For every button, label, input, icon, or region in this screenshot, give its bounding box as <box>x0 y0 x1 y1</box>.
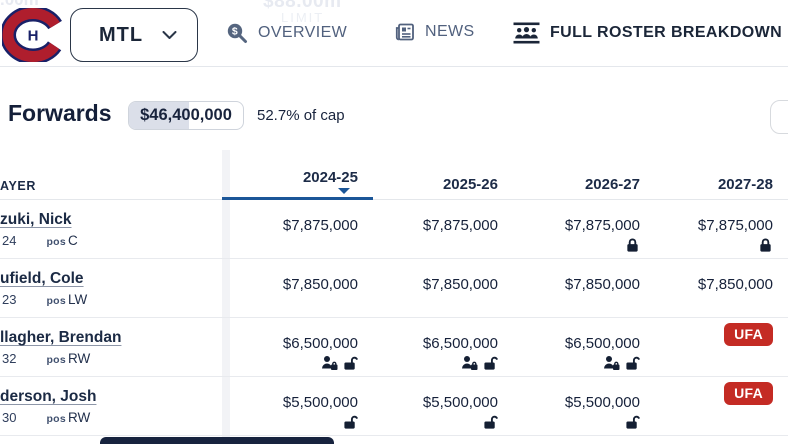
no-trade-clause-icon[interactable] <box>321 355 338 371</box>
lock-closed-icon[interactable] <box>758 237 773 253</box>
player-cell: derson, Josh 30 pos RW <box>0 377 222 435</box>
pos-label: pos <box>46 413 67 425</box>
player-age: 23 <box>2 292 17 307</box>
lock-open-icon[interactable] <box>343 355 358 371</box>
salary-cell: $7,875,000 <box>513 200 655 258</box>
player-age: 24 <box>2 233 17 248</box>
no-trade-clause-icon[interactable] <box>603 355 620 371</box>
no-trade-clause-icon[interactable] <box>461 355 478 371</box>
salary-cell: UFA <box>655 318 788 376</box>
cap-total-value: $46,400,000 <box>140 106 232 124</box>
faded-cap-fragment: .00m <box>0 0 39 10</box>
season-header-2025-26[interactable]: 2025-26 <box>373 150 513 200</box>
table-header-row: AYER 2024-25 2025-26 2026-27 2027-28 <box>0 150 788 200</box>
roster-people-icon <box>513 22 540 44</box>
player-meta: 32 pos RW <box>0 351 222 366</box>
player-cell: zuki, Nick 24 pos C <box>0 200 222 258</box>
nav-roster-label: FULL ROSTER BREAKDOWN <box>550 24 783 41</box>
lock-open-icon[interactable] <box>625 355 640 371</box>
lock-open-icon[interactable] <box>483 355 498 371</box>
table-row: ufield, Cole 23 pos LW $7,850,000 $7,850… <box>0 259 788 318</box>
player-position: LW <box>68 292 88 307</box>
lock-closed-icon[interactable] <box>625 237 640 253</box>
column-divider-band <box>222 150 230 444</box>
player-position: RW <box>68 410 91 425</box>
section-title: Forwards <box>8 100 112 126</box>
partial-edge-button[interactable] <box>770 100 788 134</box>
player-name-link[interactable]: llagher, Brendan <box>0 329 122 346</box>
faded-limit-label: LIMIT <box>281 10 325 25</box>
cap-percentage-text: 52.7% of cap <box>257 107 345 124</box>
salary-cell: UFA <box>655 377 788 435</box>
nav-full-roster-breakdown[interactable]: FULL ROSTER BREAKDOWN <box>513 22 782 44</box>
salary-cell: $5,500,000 <box>513 377 655 435</box>
salary-cell: $6,500,000 <box>513 318 655 376</box>
player-position: C <box>68 233 78 248</box>
pos-label: pos <box>46 295 67 307</box>
salary-cell: $7,850,000 <box>697 276 773 293</box>
top-nav: H MTL $ OVERVIEW N <box>0 0 788 67</box>
ufa-status-badge: UFA <box>724 323 773 346</box>
nav-overview-label: OVERVIEW <box>258 24 348 41</box>
player-cell: llagher, Brendan 32 pos RW <box>0 318 222 376</box>
salary-cell: $7,850,000 <box>564 276 640 293</box>
next-section-pill-top <box>100 437 334 444</box>
forwards-cap-total-input[interactable]: $46,400,000 <box>128 101 244 130</box>
ufa-status-badge: UFA <box>724 382 773 405</box>
cap-overview-icon: $ <box>227 23 247 43</box>
nav-overview[interactable]: $ OVERVIEW <box>226 22 347 44</box>
salary-cell: $7,850,000 <box>422 276 498 293</box>
team-selector-dropdown[interactable]: MTL <box>70 8 198 62</box>
pos-label: pos <box>46 354 67 366</box>
svg-text:$: $ <box>232 26 238 38</box>
pos-label: pos <box>46 236 67 248</box>
salary-cell: $7,875,000 <box>282 217 358 234</box>
salary-cell: $6,500,000 <box>373 318 513 376</box>
nav-news[interactable]: NEWS <box>394 22 475 42</box>
svg-text:H: H <box>28 28 39 45</box>
cap-usage-fill <box>129 102 190 129</box>
canadiens-logo-icon: H <box>2 8 64 62</box>
salary-cell: $7,875,000 <box>655 200 788 258</box>
player-meta: 30 pos RW <box>0 410 222 425</box>
player-name-link[interactable]: ufield, Cole <box>0 270 84 287</box>
player-meta: 23 pos LW <box>0 292 222 307</box>
salary-cell: $7,875,000 <box>422 217 498 234</box>
player-name-link[interactable]: zuki, Nick <box>0 211 72 228</box>
table-row: derson, Josh 30 pos RW $5,500,000 $5,500… <box>0 377 788 436</box>
season-header-2027-28[interactable]: 2027-28 <box>655 150 788 200</box>
player-position: RW <box>68 351 91 366</box>
chevron-down-icon <box>162 30 177 39</box>
lock-open-icon[interactable] <box>625 414 640 430</box>
player-name-link[interactable]: derson, Josh <box>0 388 97 405</box>
lock-open-icon[interactable] <box>343 414 358 430</box>
salary-cell: $5,500,000 <box>373 377 513 435</box>
season-header-2026-27[interactable]: 2026-27 <box>513 150 655 200</box>
salary-cell: $6,500,000 <box>222 318 373 376</box>
player-meta: 24 pos C <box>0 233 222 248</box>
team-code: MTL <box>99 23 144 46</box>
player-cell: ufield, Cole 23 pos LW <box>0 259 222 317</box>
player-age: 32 <box>2 351 17 366</box>
lock-open-icon[interactable] <box>483 414 498 430</box>
salary-cell: $7,850,000 <box>282 276 358 293</box>
season-header-2024-25[interactable]: 2024-25 <box>222 150 373 200</box>
sort-indicator-icon <box>338 188 350 194</box>
news-icon <box>395 23 414 41</box>
salary-cell: $5,500,000 <box>222 377 373 435</box>
player-column-header: AYER <box>0 150 222 200</box>
faded-limit-value: $88.00m <box>263 0 342 12</box>
table-row: llagher, Brendan 32 pos RW $6,500,000 <box>0 318 788 377</box>
nav-news-label: NEWS <box>425 23 475 40</box>
player-age: 30 <box>2 410 17 425</box>
table-row: zuki, Nick 24 pos C $7,875,000 $7,875,00… <box>0 200 788 259</box>
forwards-table: AYER 2024-25 2025-26 2026-27 2027-28 zuk… <box>0 150 788 436</box>
